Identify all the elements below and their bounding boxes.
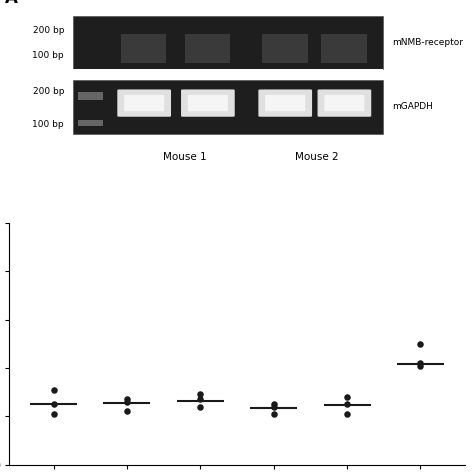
Bar (121, 34, 166, 63)
Text: mNMB-receptor: mNMB-receptor (392, 38, 463, 47)
Point (417, 362, 424, 369)
Text: Mouse 1: Mouse 1 (163, 153, 207, 163)
Point (270, 410, 277, 418)
Point (270, 403, 277, 410)
Text: Mouse 2: Mouse 2 (295, 153, 338, 163)
Bar (185, 34, 230, 63)
Point (343, 393, 351, 401)
Point (343, 401, 351, 408)
Text: 100 bp: 100 bp (32, 120, 64, 129)
Point (417, 340, 424, 347)
Point (50, 410, 57, 418)
FancyBboxPatch shape (265, 95, 305, 111)
FancyBboxPatch shape (318, 90, 371, 117)
Point (197, 395, 204, 403)
Point (343, 410, 351, 418)
Text: mGAPDH: mGAPDH (392, 102, 433, 111)
Bar (78, 120, 103, 127)
Bar (73, 16, 383, 69)
Point (197, 403, 204, 410)
Point (270, 401, 277, 408)
Bar (78, 92, 103, 100)
Bar (321, 34, 367, 63)
FancyBboxPatch shape (188, 95, 228, 111)
FancyBboxPatch shape (324, 95, 365, 111)
Point (123, 395, 131, 403)
Point (123, 408, 131, 415)
FancyBboxPatch shape (181, 90, 235, 117)
Text: 200 bp: 200 bp (33, 27, 64, 36)
Point (50, 386, 57, 393)
Point (50, 401, 57, 408)
FancyBboxPatch shape (258, 90, 312, 117)
Bar (262, 34, 308, 63)
Point (417, 359, 424, 367)
Text: 100 bp: 100 bp (32, 52, 64, 61)
Point (197, 391, 204, 398)
Text: 200 bp: 200 bp (33, 87, 64, 96)
FancyBboxPatch shape (124, 95, 164, 111)
Bar (73, 69, 383, 80)
FancyBboxPatch shape (118, 90, 171, 117)
Point (123, 398, 131, 406)
Bar (73, 80, 383, 134)
Text: A: A (5, 0, 18, 7)
